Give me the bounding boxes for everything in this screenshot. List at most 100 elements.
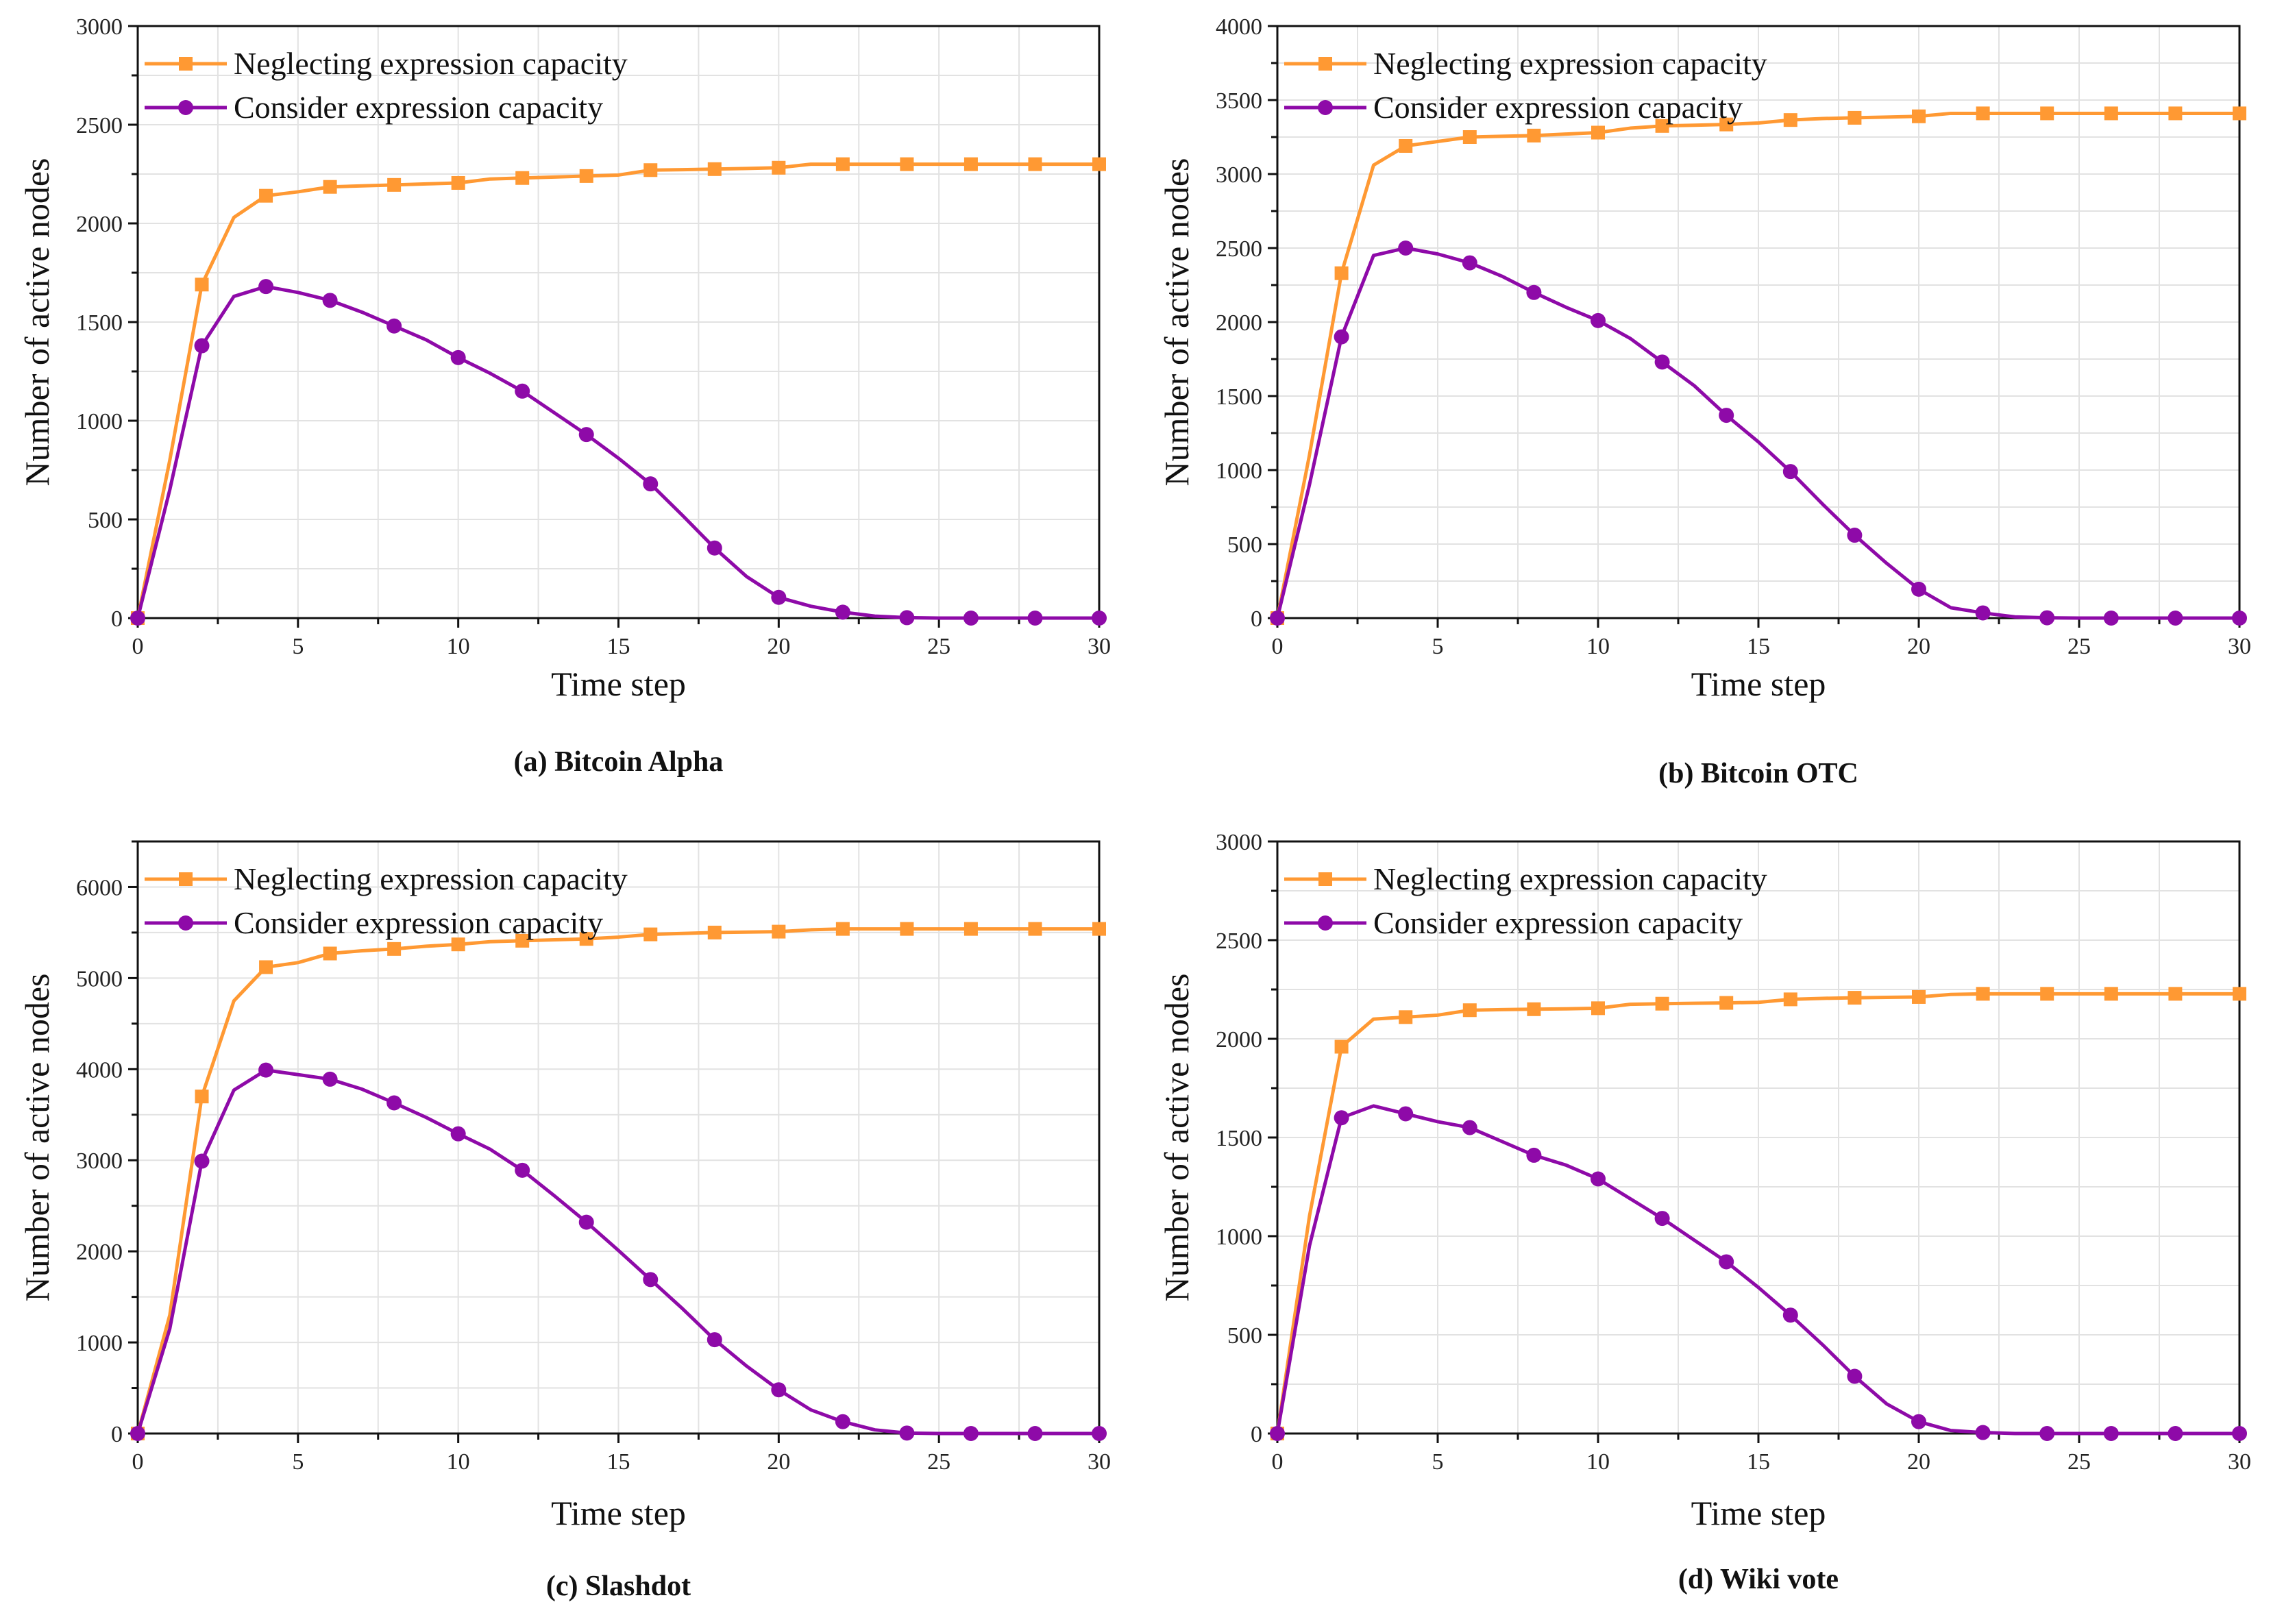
data-point — [835, 604, 850, 620]
series-line — [136, 1068, 1099, 1436]
data-point — [579, 169, 593, 183]
data-point — [1591, 312, 1606, 328]
data-point — [2232, 611, 2247, 626]
data-point — [900, 157, 914, 171]
data-point — [2040, 106, 2054, 121]
data-point — [1591, 125, 1605, 140]
y-tick-label: 1500 — [76, 310, 123, 336]
data-point — [2103, 611, 2119, 626]
legend-label: Neglecting expression capacity — [234, 46, 628, 81]
data-point — [1782, 1307, 1798, 1323]
x-axis-label: Time step — [551, 1494, 686, 1532]
data-point — [2040, 987, 2054, 1001]
data-point — [1975, 1425, 1991, 1440]
data-point — [963, 922, 978, 936]
y-tick-label: 0 — [111, 606, 123, 632]
series-line — [1275, 992, 2239, 1434]
data-point — [1783, 113, 1797, 127]
y-tick-label: 2500 — [76, 113, 123, 138]
data-point — [643, 163, 658, 177]
y-tick-label: 1500 — [1216, 1126, 1262, 1151]
data-point — [2168, 1426, 2183, 1441]
data-point — [643, 1272, 659, 1288]
x-tick-label: 30 — [2228, 634, 2251, 659]
data-point — [450, 349, 466, 365]
y-tick-label: 1000 — [76, 409, 123, 434]
data-point — [1028, 922, 1042, 936]
data-point — [1398, 241, 1414, 256]
y-tick-label: 500 — [1227, 1323, 1262, 1349]
y-tick-label: 2000 — [1216, 310, 1262, 336]
data-point — [2104, 106, 2118, 121]
y-tick-label: 500 — [1227, 532, 1262, 558]
data-point — [2232, 1426, 2247, 1441]
data-point — [2103, 1426, 2119, 1441]
x-tick-label: 5 — [1432, 1449, 1444, 1475]
data-point — [1719, 117, 1734, 132]
x-tick-label: 0 — [132, 1449, 144, 1475]
legend-label: Consider expression capacity — [234, 905, 603, 940]
data-point — [387, 942, 402, 956]
data-point — [1270, 1426, 1285, 1441]
data-point — [900, 922, 914, 936]
series-neglecting — [131, 922, 1106, 1440]
legend: Neglecting expression capacity Consider e… — [1284, 861, 1767, 940]
series-consider — [1270, 241, 2247, 626]
data-point — [1847, 1368, 1863, 1384]
series-neglecting — [1270, 106, 2246, 625]
x-tick-label: 15 — [607, 1449, 630, 1475]
data-point — [1591, 1001, 1605, 1016]
series-line — [1275, 246, 2239, 620]
data-point — [1719, 996, 1734, 1010]
data-point — [1976, 106, 1990, 121]
data-point — [1591, 1171, 1606, 1187]
data-point — [771, 589, 787, 605]
y-axis-label: Number of active nodes — [1157, 973, 1196, 1301]
legend: Neglecting expression capacity Consider e… — [1284, 46, 1767, 125]
legend-circle-marker — [1318, 915, 1333, 931]
data-point — [1399, 1010, 1413, 1024]
data-point — [194, 338, 210, 354]
data-point — [643, 927, 658, 942]
data-point — [1655, 119, 1669, 133]
data-point — [259, 188, 273, 203]
series-line — [1275, 1104, 2239, 1436]
series-consider — [1270, 1104, 2247, 1441]
data-point — [2168, 611, 2183, 626]
data-point — [323, 180, 337, 194]
x-tick-label: 5 — [292, 1449, 304, 1475]
x-tick-label: 10 — [447, 1449, 470, 1475]
y-tick-label: 3000 — [1216, 162, 1262, 188]
data-point — [1848, 991, 1862, 1005]
data-point — [195, 278, 209, 292]
data-point — [643, 476, 659, 492]
y-tick-label: 5000 — [76, 966, 123, 992]
legend-square-marker — [1318, 872, 1332, 886]
data-point — [451, 175, 465, 190]
legend: Neglecting expression capacity Consider e… — [145, 861, 628, 940]
legend-label: Neglecting expression capacity — [234, 861, 628, 896]
y-tick-label: 4000 — [1216, 14, 1262, 40]
legend-circle-marker — [178, 100, 193, 115]
data-point — [1334, 329, 1349, 345]
y-tick-label: 3500 — [1216, 88, 1262, 114]
data-point — [2233, 106, 2246, 121]
x-tick-label: 20 — [767, 1449, 790, 1475]
y-tick-label: 4000 — [76, 1057, 123, 1083]
y-tick-label: 1500 — [1216, 384, 1262, 410]
x-tick-label: 15 — [1747, 634, 1770, 659]
series-consider — [130, 279, 1107, 626]
legend-label: Neglecting expression capacity — [1373, 861, 1767, 896]
data-point — [2168, 987, 2183, 1001]
data-point — [899, 1425, 915, 1441]
y-tick-label: 0 — [1251, 606, 1262, 632]
x-axis-label: Time step — [1691, 665, 1826, 703]
x-tick-label: 20 — [1907, 1449, 1930, 1475]
data-point — [451, 937, 465, 952]
data-point — [515, 383, 530, 399]
data-point — [1462, 255, 1477, 271]
data-point — [259, 960, 273, 974]
data-point — [515, 933, 530, 948]
series-line — [136, 284, 1099, 620]
x-tick-label: 10 — [1586, 634, 1610, 659]
